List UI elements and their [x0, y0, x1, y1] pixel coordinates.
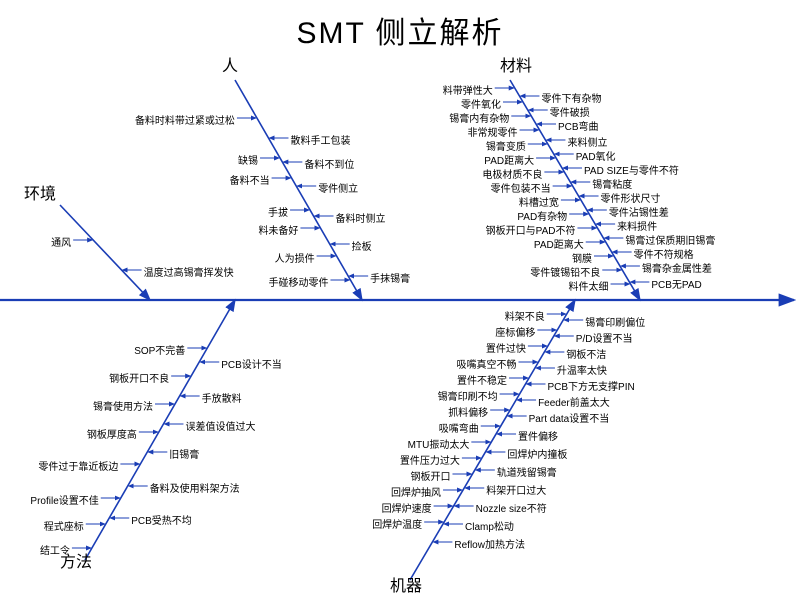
- cause-machine: 吸嘴真空不畅: [456, 356, 516, 371]
- cause-machine: 料架开口过大: [486, 482, 546, 497]
- cause-machine: 回焊炉内撞板: [507, 446, 567, 461]
- cause-person: 手拔: [268, 204, 288, 219]
- cause-material: 钢膜: [572, 250, 592, 265]
- cause-machine: 座标偏移: [495, 324, 535, 339]
- cause-method: 手放散料: [202, 390, 242, 405]
- cause-method: 钢板开口不良: [109, 370, 169, 385]
- cause-person: 备料不到位: [304, 156, 354, 171]
- cause-method: 备料及使用料架方法: [150, 480, 240, 495]
- cause-env: 温度过高锡膏挥发快: [144, 264, 234, 279]
- cause-material: PCB弯曲: [558, 118, 599, 133]
- cause-person: 手碰移动零件: [268, 274, 328, 289]
- cause-material: 钢板开口与PAD不符: [486, 222, 576, 237]
- cause-material: 零件镀锡铅不良: [530, 264, 600, 279]
- cause-machine: 升温率太快: [557, 362, 607, 377]
- cause-person: 备料时侧立: [336, 210, 386, 225]
- cause-machine: 回焊炉抽风: [391, 484, 441, 499]
- cause-method: 锡膏使用方法: [93, 398, 153, 413]
- cause-machine: 置件不稳定: [457, 372, 507, 387]
- cause-person: 备料不当: [230, 172, 270, 187]
- cause-machine: PCB下方无支撑PIN: [548, 378, 635, 393]
- cause-material: 锡膏变质: [486, 138, 526, 153]
- cause-material: PAD氧化: [576, 148, 616, 163]
- cause-material: 锡膏粘度: [592, 176, 632, 191]
- cause-material: PAD距离大: [534, 236, 584, 251]
- cause-material: 料带弹性大: [443, 82, 493, 97]
- cause-person: 缺锡: [238, 152, 258, 167]
- cause-person: 料未备好: [258, 222, 298, 237]
- cause-material: 料件太细: [569, 278, 609, 293]
- cause-machine: Nozzle size不符: [476, 500, 547, 515]
- cause-machine: Reflow加热方法: [454, 536, 525, 551]
- cause-machine: 锡膏印刷偏位: [585, 314, 645, 329]
- cause-machine: 置件偏移: [518, 428, 558, 443]
- cause-method: SOP不完善: [134, 342, 185, 357]
- cause-machine: 料架不良: [505, 308, 545, 323]
- cause-machine: 钢板不洁: [566, 346, 606, 361]
- cause-material: 锡膏内有杂物: [449, 110, 509, 125]
- cause-method: 误差值设值过大: [185, 418, 255, 433]
- category-machine: 机器: [390, 572, 422, 596]
- cause-material: 来料损件: [617, 218, 657, 233]
- cause-method: 结工令: [40, 542, 70, 557]
- cause-machine: 抓料偏移: [448, 404, 488, 419]
- cause-machine: Clamp松动: [465, 518, 514, 533]
- cause-material: 锡膏过保质期旧锡膏: [625, 232, 715, 247]
- cause-machine: 回焊炉速度: [382, 500, 432, 515]
- cause-machine: 钢板开口: [410, 468, 450, 483]
- cause-material: 零件形状尺寸: [601, 190, 661, 205]
- cause-material: PAD距离大: [484, 152, 534, 167]
- cause-method: PCB设计不当: [221, 356, 282, 371]
- cause-material: 零件破损: [550, 104, 590, 119]
- cause-person: 散料手工包装: [290, 132, 350, 147]
- cause-machine: Feeder前盖太大: [538, 394, 610, 409]
- cause-material: 零件氧化: [461, 96, 501, 111]
- cause-machine: 置件压力过大: [400, 452, 460, 467]
- cause-machine: 轨道残留锡膏: [497, 464, 557, 479]
- cause-material: 电极材质不良: [482, 166, 542, 181]
- cause-person: 手抹锡膏: [370, 270, 410, 285]
- cause-machine: P/D设置不当: [576, 330, 633, 345]
- cause-method: 钢板厚度高: [87, 426, 137, 441]
- category-material: 材料: [500, 52, 532, 76]
- cause-method: 零件过于靠近板边: [38, 458, 118, 473]
- cause-material: 零件包装不当: [491, 180, 551, 195]
- category-person: 人: [222, 52, 238, 76]
- cause-machine: 回焊炉温度: [372, 516, 422, 531]
- cause-method: 程式座标: [44, 518, 84, 533]
- cause-person: 备料时料带过紧或过松: [135, 112, 235, 127]
- cause-material: 零件不符规格: [634, 246, 694, 261]
- cause-material: 零件沾锡性差: [609, 204, 669, 219]
- cause-material: 料槽过宽: [519, 194, 559, 209]
- cause-person: 人为损件: [275, 250, 315, 265]
- cause-machine: 锡膏印刷不均: [438, 388, 498, 403]
- cause-material: 锡膏杂金属性差: [642, 260, 712, 275]
- cause-machine: 吸嘴弯曲: [439, 420, 479, 435]
- cause-machine: 置件过快: [486, 340, 526, 355]
- cause-method: PCB受热不均: [131, 512, 192, 527]
- cause-person: 捡板: [352, 238, 372, 253]
- cause-material: PCB无PAD: [651, 276, 701, 291]
- cause-machine: Part data设置不当: [529, 410, 610, 425]
- cause-material: 非常规零件: [468, 124, 518, 139]
- cause-machine: MTU振动太大: [408, 436, 470, 451]
- cause-material: 来料侧立: [567, 134, 607, 149]
- cause-material: 零件下有杂物: [541, 90, 601, 105]
- cause-method: Profile设置不佳: [30, 492, 98, 507]
- cause-material: PAD SIZE与零件不符: [584, 162, 679, 177]
- category-env: 环境: [24, 180, 56, 204]
- cause-method: 旧锡膏: [169, 446, 199, 461]
- cause-env: 通风: [51, 234, 71, 249]
- cause-material: PAD有杂物: [517, 208, 567, 223]
- cause-person: 零件侧立: [318, 180, 358, 195]
